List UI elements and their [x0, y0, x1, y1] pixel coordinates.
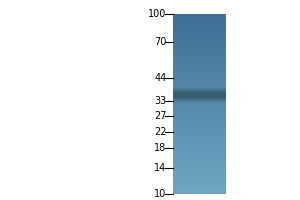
Text: 10: 10	[154, 189, 167, 199]
Text: 27: 27	[154, 111, 167, 121]
Text: 18: 18	[154, 143, 167, 153]
Text: 33: 33	[154, 96, 167, 106]
Text: 70: 70	[154, 37, 167, 47]
Text: 22: 22	[154, 127, 167, 137]
Text: 14: 14	[154, 163, 167, 173]
Text: 44: 44	[154, 73, 167, 83]
Text: 100: 100	[148, 9, 166, 19]
